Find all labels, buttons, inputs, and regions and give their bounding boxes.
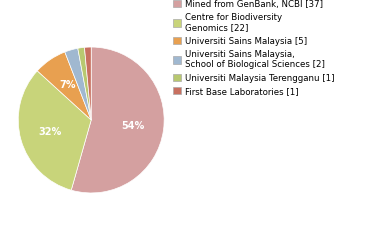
Wedge shape xyxy=(65,48,91,120)
Wedge shape xyxy=(37,52,91,120)
Text: 7%: 7% xyxy=(59,80,76,90)
Text: 54%: 54% xyxy=(122,121,145,131)
Wedge shape xyxy=(78,47,91,120)
Wedge shape xyxy=(84,47,91,120)
Legend: Mined from GenBank, NCBI [37], Centre for Biodiversity
Genomics [22], Universiti: Mined from GenBank, NCBI [37], Centre fo… xyxy=(173,0,334,96)
Wedge shape xyxy=(18,71,91,190)
Text: 32%: 32% xyxy=(39,126,62,137)
Wedge shape xyxy=(71,47,164,193)
